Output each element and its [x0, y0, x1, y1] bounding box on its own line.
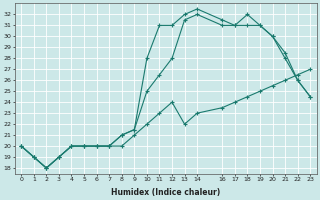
X-axis label: Humidex (Indice chaleur): Humidex (Indice chaleur): [111, 188, 220, 197]
